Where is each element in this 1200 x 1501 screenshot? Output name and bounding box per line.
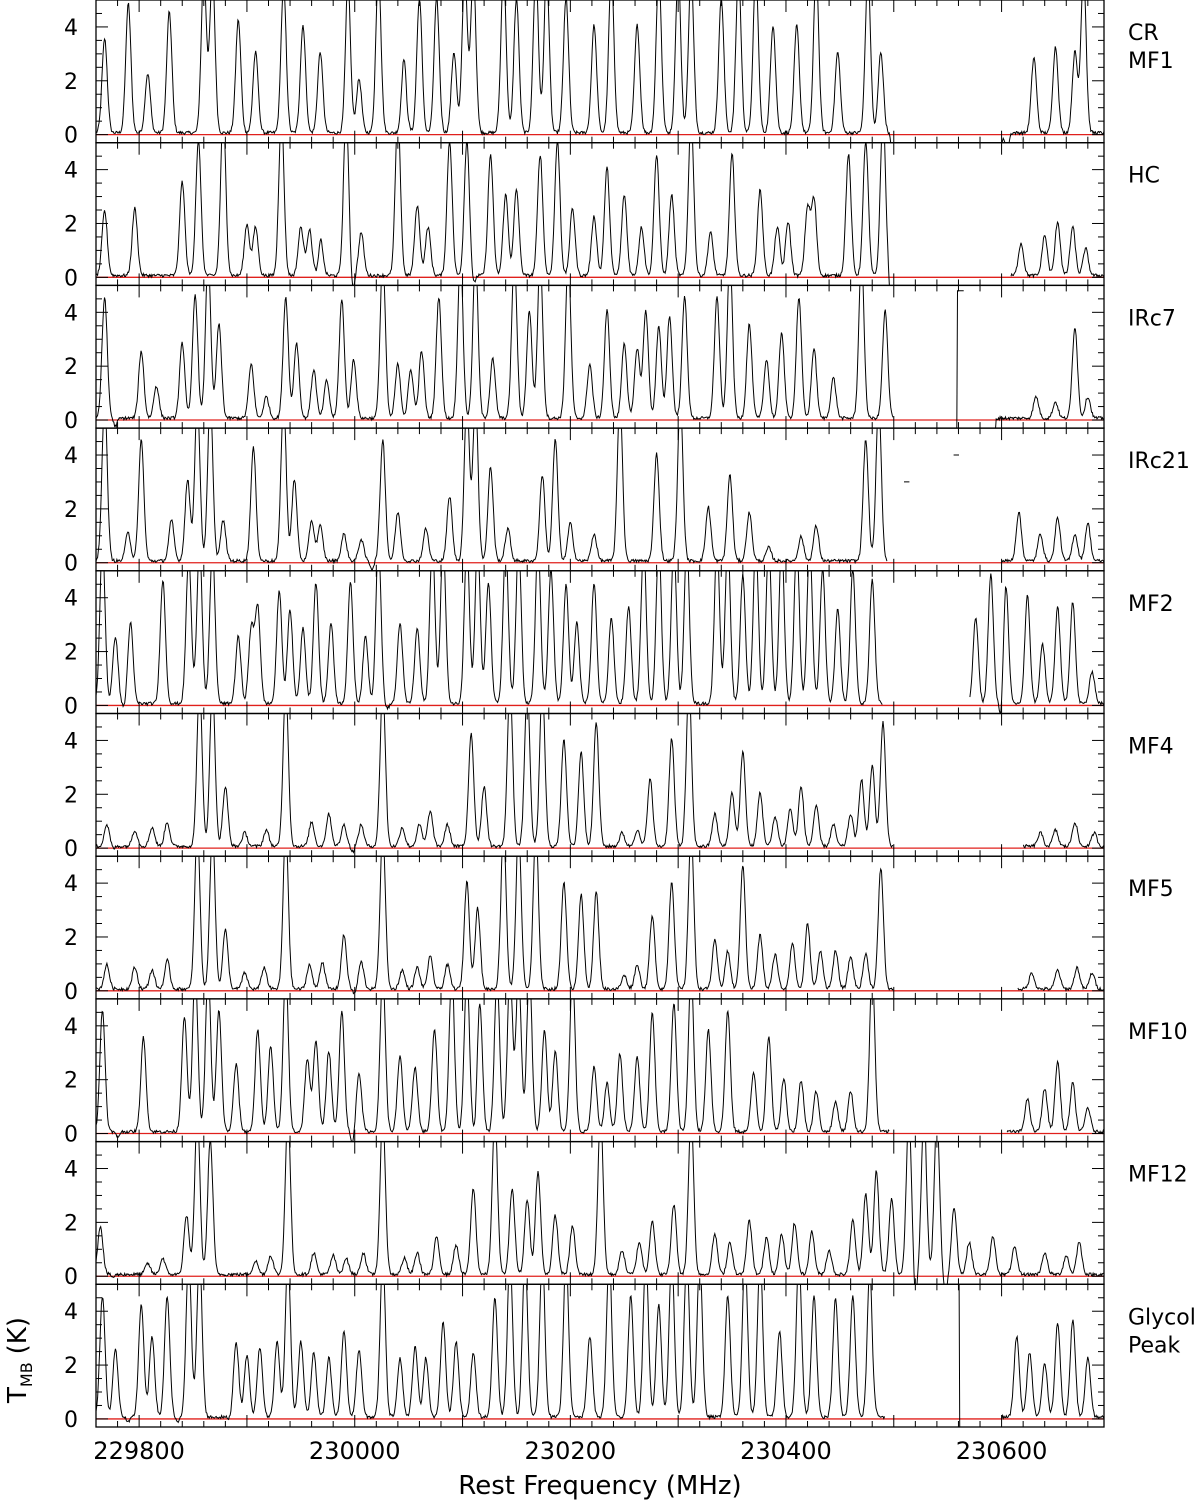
x-tick-label: 230400 (740, 1437, 832, 1465)
y-tick-label: 0 (64, 1123, 78, 1148)
panel-label: IRc21 (1128, 449, 1190, 474)
y-tick-label: 2 (64, 498, 78, 523)
spectrum-panel: 0 2 4 CR MF1 (64, 0, 1174, 149)
panel-frame (95, 284, 1105, 429)
y-tick-label: 4 (64, 1015, 78, 1040)
spectrum-panel: 0 2 4 HC (64, 142, 1160, 291)
y-tick-label: 0 (64, 266, 78, 291)
y-tick-label: 4 (64, 587, 78, 612)
x-tick-label: 230600 (956, 1437, 1048, 1465)
x-axis-label: Rest Frequency (MHz) (458, 1471, 741, 1501)
x-tick-label: 230200 (525, 1437, 617, 1465)
y-tick-label: 0 (64, 694, 78, 719)
y-tick-label: 4 (64, 729, 78, 754)
panel-label: MF4 (1128, 735, 1174, 760)
panel-label: MF2 (1128, 592, 1174, 617)
y-tick-label: 2 (64, 641, 78, 666)
spectrum-panel: 0 2 4 MF5 (64, 855, 1174, 1005)
panel-label: HC (1128, 164, 1160, 189)
y-tick-label: 0 (64, 409, 78, 434)
panel-frame (95, 142, 1105, 287)
spectrum-panel: 0 2 4 IRc7 (64, 284, 1176, 434)
spectrum-trace (96, 142, 1104, 286)
y-tick-label: 4 (64, 444, 78, 469)
spectrum-panel: 0 2 4 MF4 (64, 712, 1174, 862)
spectrum-trace (96, 428, 1104, 571)
y-tick-label: 4 (64, 1300, 78, 1325)
y-tick-label: 0 (64, 552, 78, 577)
y-tick-label: 0 (64, 1265, 78, 1290)
panel-frame (95, 998, 1105, 1143)
spectrum-panel: 0 2 4 MF2 (64, 570, 1174, 719)
svg-text:TMB(K): TMB (K) (3, 1317, 36, 1404)
x-tick-label: 229800 (93, 1437, 185, 1465)
panel-label: Glycol (1128, 1305, 1196, 1330)
y-tick-label: 4 (64, 159, 78, 184)
y-tick-label: 2 (64, 70, 78, 95)
y-tick-label: 2 (64, 1354, 78, 1379)
panel-label: MF1 (1128, 49, 1174, 74)
panel-label: IRc7 (1128, 306, 1176, 331)
x-tick-label: 230000 (309, 1437, 401, 1465)
panel-label: Peak (1128, 1333, 1180, 1358)
y-tick-label: 2 (64, 783, 78, 808)
spectrum-trace (96, 0, 1104, 143)
y-tick-label: 4 (64, 16, 78, 41)
y-tick-label: 0 (64, 980, 78, 1005)
x-tick-labels: 229800 230000 230200 230400 230600 (93, 1437, 1047, 1465)
spectrum-panel: 0 2 4 MF10 (64, 998, 1188, 1148)
y-axis-label: TMB (K) (3, 1317, 36, 1404)
spectrum-trace (96, 1284, 1104, 1428)
spectrum-panel: 0 2 4 MF12 (64, 1140, 1188, 1290)
panel-label: MF5 (1128, 877, 1174, 902)
spectrum-panel: 0 2 4 IRc21 (64, 427, 1190, 577)
y-axis-label-subscript: MB (17, 1362, 36, 1387)
y-tick-label: 2 (64, 1211, 78, 1236)
y-tick-label: 2 (64, 355, 78, 380)
spectrum-trace (96, 570, 1104, 714)
y-tick-label: 0 (64, 837, 78, 862)
y-tick-label: 4 (64, 872, 78, 897)
spectrum-trace (96, 856, 1104, 995)
spectrum-panel: 0 2 4 Glycol Peak (64, 1283, 1196, 1433)
y-tick-label: 4 (64, 301, 78, 326)
panel-label: CR (1128, 21, 1159, 46)
panel-frame (95, 427, 1105, 572)
y-tick-label: 2 (64, 926, 78, 951)
y-tick-label: 2 (64, 1069, 78, 1094)
y-tick-label: 0 (64, 1408, 78, 1433)
spectrum-trace (96, 1141, 1104, 1285)
spectrum-trace (96, 285, 1104, 429)
y-axis-label-main: T (3, 1387, 33, 1404)
spectrum-trace (96, 713, 1104, 854)
panel-frame (95, 712, 1105, 857)
y-axis-label-unit: (K) (3, 1317, 33, 1354)
spectrum-trace (96, 998, 1104, 1142)
y-tick-label: 0 (64, 124, 78, 149)
y-tick-label: 4 (64, 1158, 78, 1183)
panel-frame (95, 1283, 1105, 1428)
panel-label: MF10 (1128, 1020, 1188, 1045)
y-tick-label: 2 (64, 212, 78, 237)
panel-label: MF12 (1128, 1163, 1188, 1188)
